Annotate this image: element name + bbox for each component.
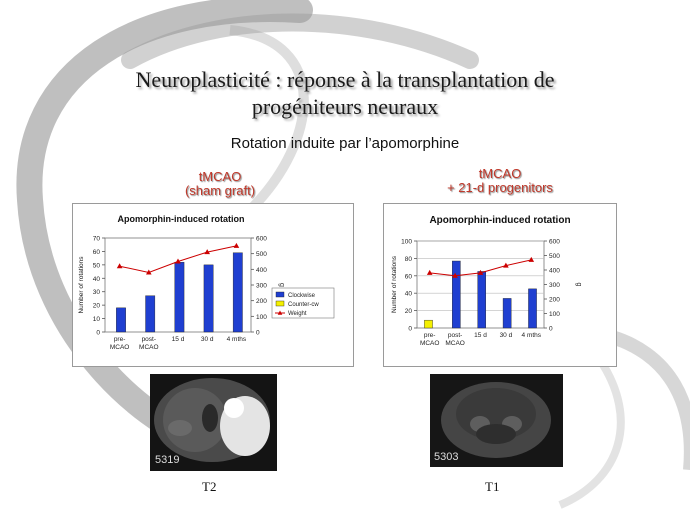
y-tick-label: 50: [93, 262, 101, 269]
x-tick-label: 30 d: [500, 332, 513, 339]
x-tick-label: MCAO: [445, 340, 465, 347]
y-tick-label: 70: [93, 236, 101, 243]
x-tick-label: 4 mths: [227, 336, 247, 343]
x-tick-label: 15 d: [172, 336, 185, 343]
y2-tick-label: 300: [549, 282, 560, 289]
y-tick-label: 40: [93, 276, 101, 283]
y2-tick-label: 100: [256, 314, 267, 321]
left-group-label-line-2: (sham graft): [184, 183, 256, 198]
y-tick-label: 20: [93, 303, 101, 310]
y-tick-label: 0: [96, 330, 100, 337]
mri-image-t2: 5319: [150, 374, 277, 471]
y2-tick-label: 400: [549, 268, 560, 275]
x-tick-label: 30 d: [201, 336, 214, 343]
legend-marker: [277, 310, 283, 315]
bar-clockwise: [174, 261, 185, 333]
chart-panel-sham-graft: Apomorphin-induced rotation 0 10 20 30 40 50 60…: [72, 203, 354, 367]
x-tick-label: 4 mths: [522, 332, 542, 339]
legend-swatch: [275, 300, 285, 307]
caption-t2: T2: [202, 479, 217, 494]
weight-point: [204, 249, 210, 255]
chart-svg-0: Apomorphin-induced rotation 0 10 20 30 40 50 60…: [78, 214, 335, 351]
mri-t2-id: 5319: [155, 454, 180, 466]
y-tick-label: 0: [408, 326, 412, 333]
weight-point: [426, 269, 433, 275]
y-tick-label: 10: [93, 316, 101, 323]
x-tick-label: pre-: [114, 336, 126, 343]
weight-point: [477, 269, 484, 275]
slide-title-line-2: progéniteurs neuraux: [251, 94, 439, 119]
bar-counter-cw: [424, 319, 433, 329]
y2-axis-label: g: [575, 283, 582, 287]
legend-label: Clockwise: [288, 293, 316, 299]
caption-t1: T1: [485, 479, 500, 494]
legend-label: Weight: [288, 311, 307, 317]
slide-title: Neuroplasticité : réponse à la transplan…: [60, 66, 630, 120]
bar-clockwise: [477, 271, 486, 329]
weight-point: [175, 258, 181, 264]
left-group-label-line-1: tMCAO: [198, 169, 242, 184]
x-tick-label: post-: [448, 332, 462, 339]
right-group-label: tMCAO + 21-d progenitors: [415, 167, 585, 195]
right-group-label-line-1: tMCAO: [478, 166, 522, 181]
weight-point: [503, 262, 509, 268]
chart-panel-progenitors: Apomorphin-induced rotation 0 20 40 60 80 100 0…: [383, 203, 617, 367]
y2-tick-label: 600: [256, 236, 267, 243]
bar-clockwise: [203, 264, 214, 333]
y2-tick-label: 0: [256, 330, 260, 337]
left-group-label: tMCAO (sham graft): [150, 170, 290, 198]
y-tick-label: 40: [405, 291, 413, 298]
weight-point: [116, 263, 123, 269]
y-axis-label: Number of rotations: [391, 255, 398, 313]
mri-image-t1: 5303: [430, 374, 563, 467]
weight-point: [528, 256, 535, 262]
y2-tick-label: 500: [549, 253, 560, 260]
y-tick-label: 20: [405, 308, 413, 315]
x-tick-label: post-: [142, 336, 156, 343]
bar-clockwise: [145, 295, 156, 333]
chart-svg-1: Apomorphin-induced rotation 0 20 40 60 80 100 0…: [391, 215, 582, 347]
y-axis-label: Number of rotations: [78, 256, 85, 314]
y-tick-label: 60: [93, 249, 101, 256]
y2-axis-label: g: [278, 283, 285, 287]
y2-tick-label: 100: [549, 311, 560, 318]
x-tick-label: 15 d: [474, 332, 487, 339]
bar-clockwise: [528, 288, 537, 329]
y2-tick-label: 0: [549, 326, 553, 333]
y2-tick-label: 400: [256, 267, 267, 274]
weight-point: [146, 269, 152, 275]
y-tick-label: 100: [401, 239, 412, 246]
mri-t1-brain-slice: [430, 374, 563, 467]
y2-tick-label: 500: [256, 251, 267, 258]
mri-t2-brain-slice: [150, 374, 277, 471]
weight-point: [452, 272, 458, 278]
bar-clockwise: [116, 307, 126, 333]
legend-label: Counter-cw: [288, 302, 319, 308]
legend-swatch: [275, 291, 285, 298]
x-tick-label: pre-: [424, 332, 436, 339]
y2-tick-label: 600: [549, 239, 560, 246]
y-tick-label: 30: [93, 289, 101, 296]
x-tick-label: MCAO: [420, 340, 440, 347]
slide-subtitle: Rotation induite par l’apomorphine: [230, 135, 460, 152]
y2-tick-label: 200: [256, 298, 267, 305]
right-group-label-line-2: + 21-d progenitors: [447, 180, 553, 195]
y2-tick-label: 200: [549, 297, 560, 304]
weight-point: [233, 242, 240, 248]
chart-title: Apomorphin-induced rotation: [429, 215, 570, 226]
bar-clockwise: [232, 252, 243, 333]
chart-title: Apomorphin-induced rotation: [118, 214, 245, 224]
x-tick-label: MCAO: [139, 344, 159, 351]
y-tick-label: 80: [405, 256, 413, 263]
y-tick-label: 60: [405, 273, 413, 280]
slide-title-line-1: Neuroplasticité : réponse à la transplan…: [135, 67, 555, 92]
bar-clockwise: [502, 298, 512, 329]
mri-t1-id: 5303: [434, 451, 459, 463]
bar-clockwise: [452, 260, 461, 329]
y2-tick-label: 300: [256, 283, 267, 290]
x-tick-label: MCAO: [110, 344, 130, 351]
